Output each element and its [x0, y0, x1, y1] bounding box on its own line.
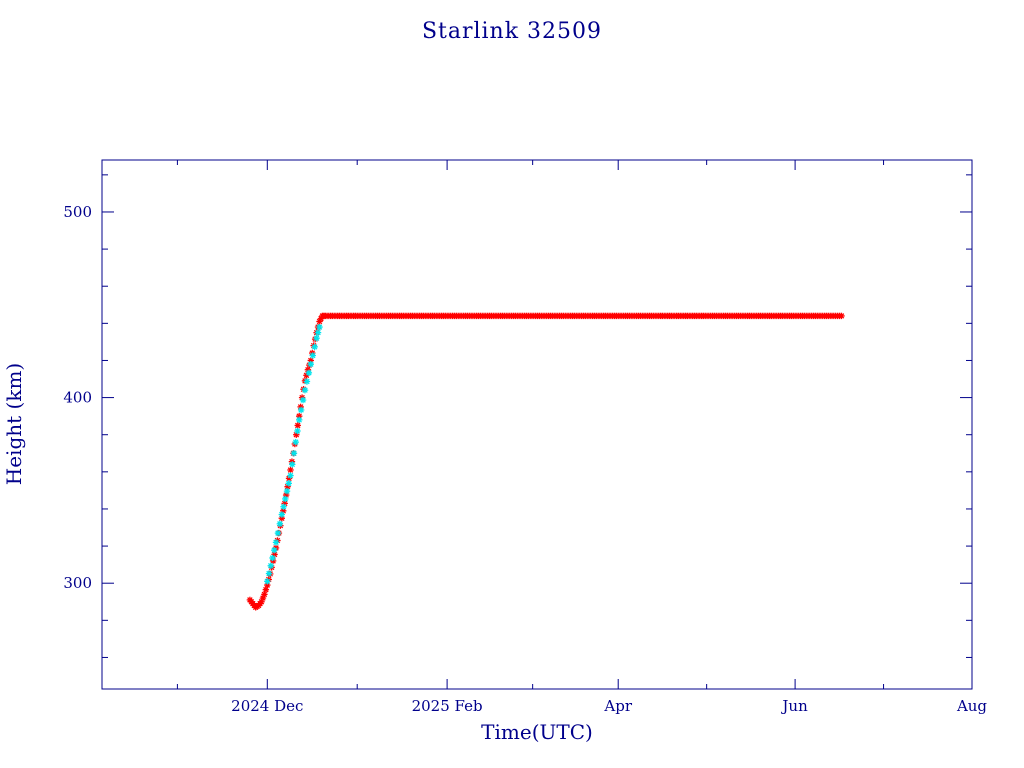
data-point — [282, 495, 289, 503]
x-axis-label: Time(UTC) — [481, 720, 593, 744]
x-tick-label: Apr — [603, 697, 632, 715]
data-point — [294, 422, 301, 429]
y-tick-label: 500 — [63, 203, 92, 221]
data-point — [262, 586, 270, 593]
y-tick-label: 400 — [63, 389, 92, 407]
y-axis-label: Height (km) — [2, 363, 26, 485]
data-point — [297, 406, 305, 414]
data-point — [838, 312, 845, 320]
data-point — [301, 386, 309, 394]
data-point — [316, 323, 323, 331]
data-point — [280, 503, 287, 510]
data-point — [269, 554, 276, 562]
data-point — [287, 466, 294, 474]
data-point — [265, 570, 273, 577]
x-tick-label: 2025 Feb — [412, 697, 483, 715]
y-axis-ticks: 300 400 500 — [63, 174, 972, 658]
data-point — [305, 369, 313, 377]
data-point — [267, 562, 274, 569]
data-point — [276, 520, 284, 528]
y-tick-label: 300 — [63, 574, 92, 592]
data-point — [313, 334, 320, 342]
data-point — [264, 578, 271, 585]
data-point — [261, 591, 268, 598]
chart-title: Starlink 32509 — [422, 19, 602, 44]
data-point — [299, 396, 307, 404]
data-point — [303, 378, 311, 385]
data-point — [290, 450, 298, 457]
data-point — [282, 491, 290, 499]
data-point — [274, 529, 282, 537]
x-tick-label: Aug — [956, 697, 987, 715]
data-point — [314, 329, 322, 336]
plot-frame — [101, 159, 973, 690]
x-axis-ticks: 2024 Dec 2025 Feb Apr Jun Aug — [176, 160, 987, 715]
data-point — [271, 546, 278, 554]
data-point — [294, 427, 301, 435]
data-point — [259, 594, 267, 602]
data-point — [296, 416, 303, 424]
x-tick-label: 2024 Dec — [231, 697, 303, 715]
data-point — [278, 511, 285, 518]
data-point — [289, 461, 296, 468]
data-point — [311, 343, 318, 351]
data-points — [246, 312, 845, 611]
data-point — [287, 472, 294, 479]
data-point — [283, 487, 291, 495]
data-point — [309, 352, 316, 359]
x-tick-label: Jun — [780, 697, 808, 715]
data-point — [285, 480, 292, 487]
data-point — [292, 438, 299, 446]
data-point — [272, 539, 280, 546]
data-point — [307, 360, 314, 368]
